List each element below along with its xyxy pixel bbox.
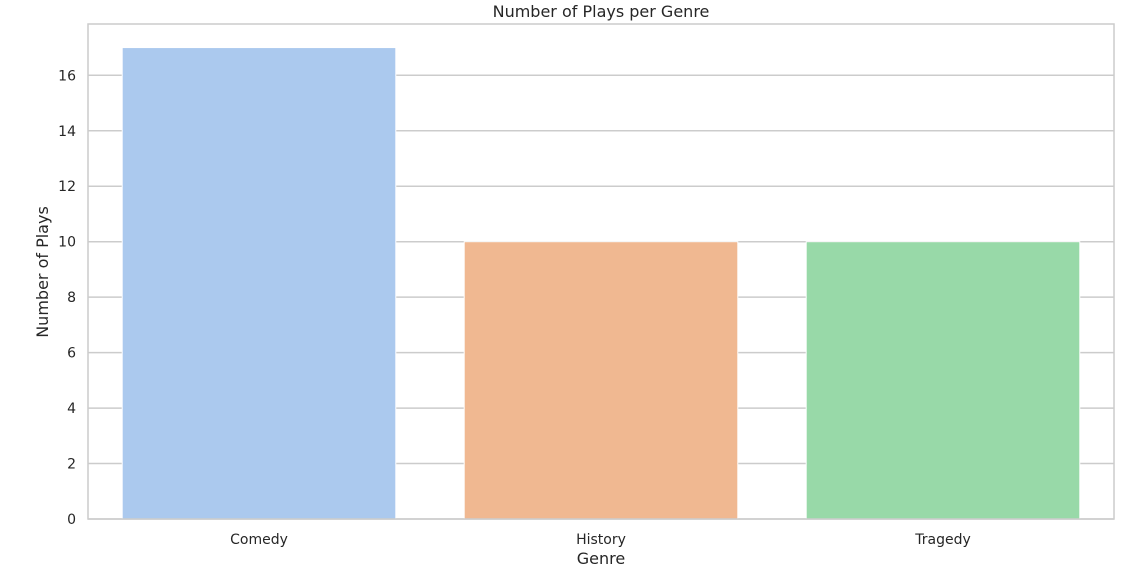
x-tick-label: Comedy: [230, 532, 288, 548]
y-tick-label: 16: [58, 68, 76, 84]
y-tick-label: 14: [58, 124, 76, 140]
y-tick-label: 6: [67, 346, 76, 362]
y-tick-label: 12: [58, 179, 76, 195]
bar-tragedy: [805, 241, 1081, 520]
y-tick-label: 8: [67, 290, 76, 306]
y-tick-label: 10: [58, 235, 76, 251]
x-axis-label: Genre: [577, 549, 625, 568]
bar-comedy: [121, 47, 397, 520]
y-tick-label: 0: [67, 512, 76, 528]
chart-title: Number of Plays per Genre: [493, 2, 710, 21]
y-tick-label: 2: [67, 457, 76, 473]
y-axis-label: Number of Plays: [33, 206, 52, 338]
x-tick-label: History: [576, 532, 626, 548]
bar-history: [463, 241, 739, 520]
plot-frame: [87, 23, 1115, 520]
x-tick-labels: Comedy History Tragedy: [230, 532, 971, 548]
y-tick-label: 4: [67, 401, 76, 417]
bars: [121, 47, 1081, 520]
y-tick-labels: 0 2 4 6 8 10 12 14 16: [58, 68, 76, 528]
x-tick-label: Tragedy: [914, 532, 971, 548]
